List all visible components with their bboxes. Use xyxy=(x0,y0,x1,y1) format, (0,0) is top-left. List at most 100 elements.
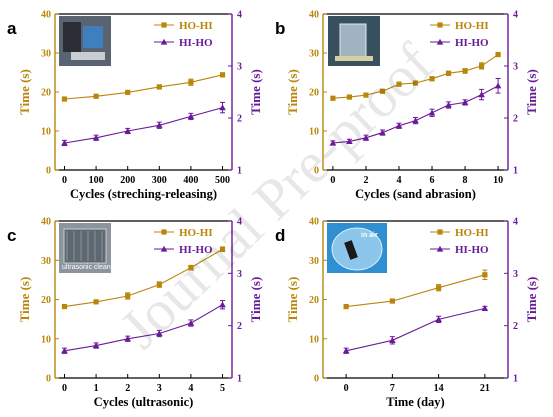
data-point xyxy=(61,96,68,102)
legend-entry: HO-HI xyxy=(455,20,489,32)
inset-sand xyxy=(335,56,373,61)
y-tick-label-left: 0 xyxy=(314,374,319,385)
data-point xyxy=(478,91,485,98)
y-axis-label-right: Time (s) xyxy=(248,277,263,323)
y-tick-label-left: 10 xyxy=(309,127,319,138)
data-point xyxy=(478,63,485,69)
data-point xyxy=(93,299,99,305)
y-tick-label-right: 4 xyxy=(237,217,242,228)
data-point xyxy=(396,81,402,87)
inset-photo xyxy=(59,16,111,66)
data-point xyxy=(363,92,369,98)
legend-marker xyxy=(160,245,168,252)
y-axis-label-right: Time (s) xyxy=(524,277,539,323)
y-tick-label-right: 2 xyxy=(513,321,518,332)
x-axis-label: Cycles (streching-releasing) xyxy=(70,187,217,201)
legend-marker xyxy=(437,229,443,235)
y-axis-label-right: Time (s) xyxy=(524,69,539,115)
x-tick-label: 0 xyxy=(330,175,335,186)
y-tick-label-left: 20 xyxy=(309,295,319,306)
data-point xyxy=(412,117,419,124)
y-tick-label-right: 4 xyxy=(513,10,518,21)
data-point xyxy=(379,129,386,136)
series-line xyxy=(64,107,223,144)
y-axis-label-left: Time (s) xyxy=(17,277,32,323)
inset-beaker xyxy=(339,23,367,59)
series-hi-ho xyxy=(342,305,489,354)
y-tick-label-right: 3 xyxy=(513,62,518,73)
legend: HO-HI HI-HO xyxy=(430,20,489,49)
y-tick-label-right: 4 xyxy=(237,10,242,21)
x-tick-label: 2 xyxy=(125,383,130,394)
legend-entry: HI-HO xyxy=(179,37,213,49)
legend-marker xyxy=(437,22,443,28)
data-point xyxy=(187,319,195,326)
x-tick-label: 6 xyxy=(430,175,435,186)
legend-entry: HI-HO xyxy=(455,244,489,256)
x-tick-label: 3 xyxy=(157,383,162,394)
data-point xyxy=(330,95,336,101)
y-tick-label-left: 40 xyxy=(41,10,51,21)
legend-marker xyxy=(436,38,444,45)
x-tick-label: 200 xyxy=(120,175,135,186)
panel-letter: c xyxy=(7,226,16,245)
data-point xyxy=(429,76,435,82)
data-point xyxy=(436,285,442,291)
y-tick-label-left: 0 xyxy=(46,166,51,177)
x-tick-label: 1 xyxy=(94,383,99,394)
data-point xyxy=(346,94,353,100)
x-axis-label: Cycles (ultrasonic) xyxy=(94,395,194,409)
series-line xyxy=(64,304,223,352)
legend-entry: HO-HI xyxy=(179,227,213,239)
inset-device xyxy=(63,22,81,52)
panel-letter: d xyxy=(275,226,285,245)
x-tick-label: 8 xyxy=(463,175,468,186)
data-point xyxy=(188,79,194,85)
data-point xyxy=(125,89,131,95)
legend-marker xyxy=(161,22,167,28)
data-point xyxy=(219,301,226,308)
y-tick-label-right: 2 xyxy=(237,114,242,125)
inset-label: in air xyxy=(361,232,378,239)
x-tick-label: 5 xyxy=(220,383,225,394)
panel-letter: a xyxy=(7,19,17,38)
data-point xyxy=(379,88,386,94)
y-axis-label-left: Time (s) xyxy=(285,277,300,323)
data-point xyxy=(389,298,395,304)
data-point xyxy=(495,51,501,58)
data-point xyxy=(156,84,162,90)
y-axis-label-left: Time (s) xyxy=(17,69,32,115)
series-hi-ho xyxy=(61,300,226,354)
data-point xyxy=(435,316,442,323)
x-tick-label: 100 xyxy=(89,175,104,186)
inset-device xyxy=(83,26,103,48)
legend-entry: HI-HO xyxy=(179,244,213,256)
y-tick-label-left: 0 xyxy=(314,166,319,177)
data-point xyxy=(494,82,502,89)
data-point xyxy=(187,113,195,120)
panel-letter: b xyxy=(275,19,285,38)
data-point xyxy=(362,134,370,141)
data-point xyxy=(124,335,131,342)
series-line xyxy=(346,274,486,308)
x-tick-label: 21 xyxy=(480,383,490,394)
data-point xyxy=(93,93,99,99)
x-tick-label: 0 xyxy=(62,383,67,394)
inset-photo xyxy=(328,16,380,66)
data-point xyxy=(482,272,488,278)
data-point xyxy=(219,104,226,111)
data-point xyxy=(92,134,100,141)
y-tick-label-left: 20 xyxy=(41,295,51,306)
series-ho-hi xyxy=(330,51,501,101)
y-tick-label-left: 20 xyxy=(309,88,319,99)
data-point xyxy=(156,121,163,128)
x-tick-label: 400 xyxy=(183,175,198,186)
legend-marker xyxy=(436,245,444,252)
x-tick-label: 2 xyxy=(363,175,368,186)
y-tick-label-left: 10 xyxy=(41,334,51,345)
data-point xyxy=(124,127,131,134)
